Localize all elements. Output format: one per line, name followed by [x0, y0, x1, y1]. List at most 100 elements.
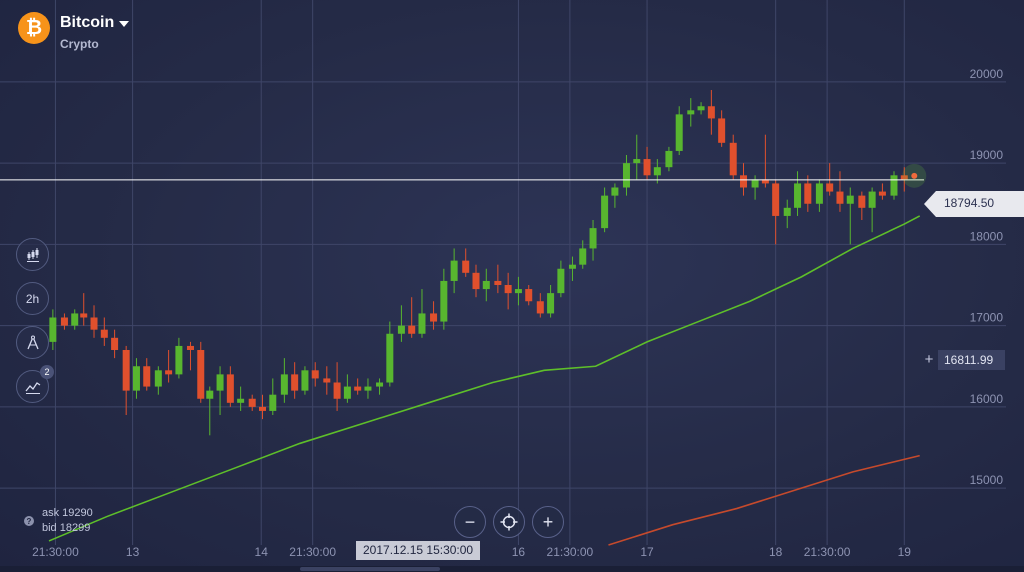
candle-down: [718, 118, 726, 143]
caret-down-icon[interactable]: [119, 21, 130, 27]
ask-bid-panel: ? ask 19290 bid 18299: [24, 506, 93, 536]
drawing-tool[interactable]: [16, 326, 49, 359]
candle-down: [504, 285, 512, 294]
candle-up: [751, 179, 759, 188]
candle-up: [71, 313, 79, 326]
candle-down: [836, 191, 844, 204]
zoom-in-button[interactable]: +: [532, 506, 564, 538]
drawing-compass-icon: [26, 335, 39, 349]
crosshair-time-label: 2017.12.15 15:30:00: [356, 541, 481, 560]
scrollbar-thumb[interactable]: [300, 567, 440, 571]
candle-down: [80, 313, 88, 318]
candle-down: [804, 183, 812, 204]
indicators-tool[interactable]: 2: [16, 365, 54, 403]
center-chart-button[interactable]: [493, 506, 525, 538]
candle-up: [132, 366, 140, 391]
ask-price: ask 19290: [42, 507, 93, 519]
asset-selector[interactable]: ₿ Bitcoin Crypto: [18, 12, 130, 51]
candle-up: [589, 228, 597, 249]
candle-down: [900, 175, 908, 180]
x-tick-label: 13: [126, 545, 140, 559]
candle-up: [547, 293, 555, 314]
candle-down: [729, 142, 737, 176]
candle-down: [60, 317, 68, 326]
candle-up: [557, 268, 565, 294]
candlesticks: [49, 90, 908, 436]
chart-toolbar: 2h 2: [16, 238, 54, 403]
help-icon[interactable]: ?: [24, 516, 34, 526]
candle-up: [633, 159, 641, 164]
candle-up: [49, 317, 57, 342]
y-tick-label: 18000: [970, 229, 1004, 243]
candle-up: [206, 390, 214, 399]
candle-up: [237, 398, 245, 403]
candle-up: [846, 195, 854, 204]
candle-up: [687, 110, 695, 115]
candle-up: [665, 150, 673, 168]
candle-up: [175, 345, 183, 375]
candle-down: [740, 175, 748, 188]
asset-name: Bitcoin: [60, 14, 115, 31]
vertical-gridlines: [54, 0, 905, 545]
candle-up: [514, 289, 522, 294]
candle-up: [216, 374, 224, 391]
asset-text: Bitcoin Crypto: [60, 14, 130, 51]
candle-up: [343, 386, 351, 399]
candle-down: [143, 366, 151, 387]
candle-up: [568, 264, 576, 269]
candle-down: [226, 374, 234, 403]
y-tick-label: 15000: [970, 473, 1004, 487]
candle-up: [301, 370, 309, 391]
candle-down: [472, 272, 480, 290]
candle-down: [525, 289, 533, 302]
candle-up: [418, 313, 426, 334]
candle-down: [100, 329, 108, 338]
x-tick-label: 14: [255, 545, 269, 559]
candle-down: [165, 370, 173, 375]
candle-down: [878, 191, 886, 196]
candle-down: [408, 325, 416, 334]
y-tick-label: 17000: [970, 311, 1004, 325]
x-tick-label: 21:30:00: [804, 545, 851, 559]
y-tick-label: 20000: [970, 67, 1004, 81]
timeline-scrollbar[interactable]: [0, 566, 1024, 572]
candle-up: [697, 106, 705, 111]
x-tick-label: 18: [769, 545, 783, 559]
indicator-wave-icon: [24, 381, 40, 394]
candle-down: [536, 301, 544, 314]
candle-up: [868, 191, 876, 208]
candle-down: [707, 106, 715, 119]
candle-down: [186, 345, 194, 350]
x-tick-label: 19: [898, 545, 912, 559]
x-tick-label: 21:30:00: [547, 545, 594, 559]
candle-down: [90, 317, 98, 330]
candle-up: [376, 382, 384, 387]
candle-up: [482, 280, 490, 290]
moving-average-slow-line: [608, 454, 920, 546]
candle-up: [386, 333, 394, 383]
candle-up: [364, 386, 372, 391]
candle-up: [890, 175, 898, 196]
candle-up: [794, 183, 802, 208]
asset-title: Bitcoin: [60, 14, 130, 32]
candle-down: [311, 370, 319, 379]
chart-type-tool[interactable]: [16, 238, 49, 271]
x-tick-label: 21:30:00: [32, 545, 79, 559]
timeframe-tool[interactable]: 2h: [16, 282, 49, 315]
zoom-out-button[interactable]: −: [454, 506, 486, 538]
candle-up: [675, 114, 683, 151]
candlestick-chart-icon: [26, 247, 39, 262]
horizontal-gridlines: [0, 81, 1006, 489]
candle-up: [440, 280, 448, 322]
candle-down: [761, 179, 769, 184]
bitcoin-icon: ₿: [18, 12, 50, 44]
candle-down: [333, 382, 341, 399]
current-price-line: [0, 163, 927, 188]
candle-up: [450, 260, 458, 281]
candle-up: [611, 187, 619, 196]
add-indicator-icon[interactable]: +: [924, 351, 934, 368]
indicator-value-label: 16811.99: [938, 350, 1006, 370]
x-tick-label: 17: [640, 545, 654, 559]
moving-averages: [48, 215, 921, 546]
